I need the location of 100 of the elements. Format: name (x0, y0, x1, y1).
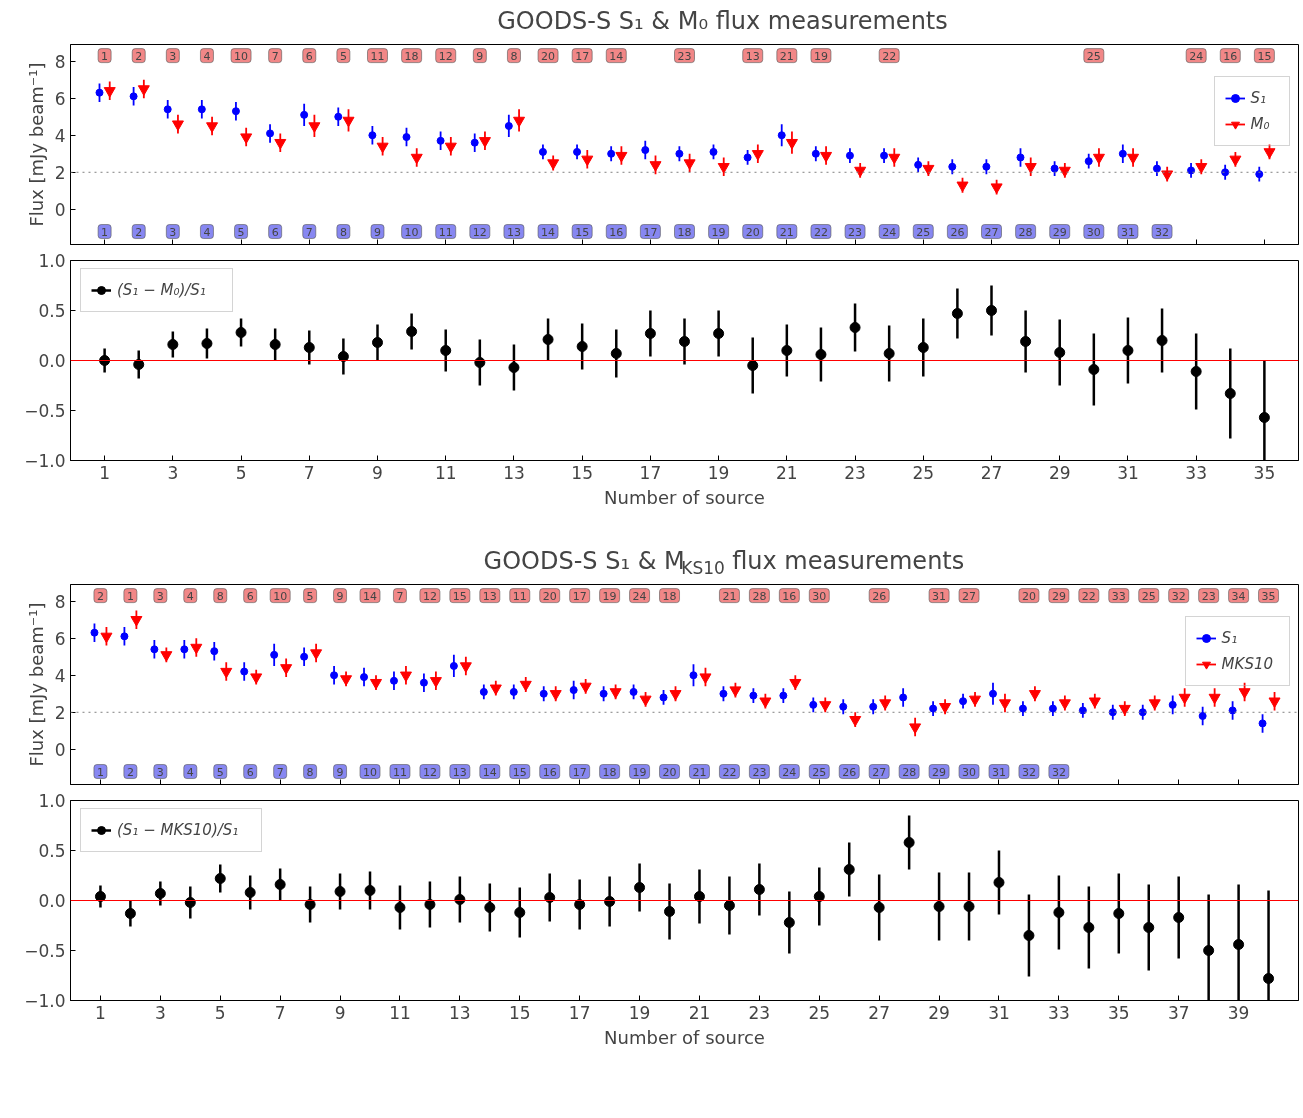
point (1118, 149, 1127, 158)
y-tick-label: 1.0 (38, 251, 66, 271)
x-tick-label: 3 (154, 1002, 166, 1023)
y-tick-label: −1.0 (24, 991, 66, 1011)
point (1152, 164, 1161, 173)
point (280, 664, 293, 675)
annotation: 14 (541, 225, 556, 239)
point (547, 159, 560, 170)
point (220, 667, 233, 679)
point (308, 122, 321, 133)
point (873, 902, 885, 913)
point (811, 149, 820, 158)
point (1228, 706, 1237, 715)
annotation: 5 (237, 225, 245, 239)
annotation: 15 (512, 765, 527, 779)
annotation: 4 (186, 589, 194, 603)
point (436, 136, 445, 145)
x-axis-title: Number of source (604, 1026, 765, 1048)
point (1028, 690, 1041, 701)
y-tick-label: 8 (54, 591, 66, 612)
annotation: 29 (932, 765, 947, 779)
point (201, 338, 213, 349)
point (649, 161, 662, 172)
annotation: 12 (438, 49, 453, 63)
point (785, 138, 798, 150)
point (1221, 168, 1230, 177)
x-tick-label: 9 (372, 462, 383, 483)
annotation: 3 (169, 225, 177, 239)
annotation: 17 (572, 589, 587, 603)
annotation: 17 (572, 765, 587, 779)
point (304, 899, 316, 910)
annotation: 21 (779, 49, 794, 63)
point (340, 675, 353, 686)
point (839, 702, 848, 711)
x-tick-label: 5 (214, 1002, 226, 1023)
point (368, 131, 377, 140)
point (163, 105, 172, 114)
x-tick-label: 11 (389, 1002, 411, 1023)
point (459, 662, 472, 673)
annotation: 23 (677, 49, 692, 63)
point (1258, 719, 1267, 728)
annotation: 20 (745, 225, 760, 239)
point (240, 133, 253, 144)
x-tick-label: 23 (748, 1002, 771, 1023)
point (849, 322, 861, 333)
annotation: 15 (1257, 49, 1272, 63)
point (124, 908, 136, 919)
annotation: 24 (632, 589, 647, 603)
point (1263, 973, 1275, 984)
annotation: 7 (276, 765, 284, 779)
point (444, 142, 457, 154)
x-tick-label: 11 (434, 462, 457, 483)
point (729, 686, 742, 697)
point (389, 676, 398, 685)
point (376, 142, 389, 154)
annotation: 5 (216, 765, 224, 779)
annotation: 9 (374, 225, 381, 239)
y-tick-label: 2 (54, 702, 66, 723)
point (883, 348, 895, 359)
point (693, 891, 705, 902)
annotation: 19 (602, 589, 617, 603)
annotation: 8 (339, 225, 347, 239)
point (1127, 153, 1140, 165)
x-tick-label: 31 (988, 1002, 1010, 1023)
point (274, 879, 286, 890)
point (993, 877, 1005, 888)
point (959, 697, 968, 706)
point (244, 887, 256, 898)
point (419, 678, 428, 687)
x-tick-label: 17 (639, 462, 662, 483)
annotation: 12 (422, 765, 437, 779)
annotation: 25 (1141, 589, 1156, 603)
x-tick-label: 23 (844, 462, 866, 483)
x-tick-label: 25 (912, 462, 935, 483)
point (549, 690, 562, 701)
annotation: 17 (575, 49, 590, 63)
point (669, 690, 682, 701)
point (1233, 939, 1245, 950)
point (951, 308, 963, 319)
point (789, 678, 802, 690)
x-tick-label: 35 (1253, 462, 1276, 483)
x-tick-label: 21 (776, 462, 798, 483)
point (1113, 908, 1125, 919)
x-tick-label: 39 (1227, 1002, 1250, 1023)
point (689, 671, 698, 680)
annotation: 18 (662, 589, 677, 603)
point (610, 348, 622, 359)
annotation: 13 (482, 589, 497, 603)
y-tick-label: −1.0 (24, 451, 66, 471)
point (679, 336, 690, 347)
point (1023, 930, 1035, 941)
point (1138, 708, 1147, 717)
annotation: 3 (156, 765, 164, 779)
x-tick-label: 1 (95, 1002, 106, 1023)
annotation: 14 (482, 765, 497, 779)
point (1058, 699, 1071, 710)
point (160, 651, 173, 662)
annotation: 1 (101, 49, 109, 63)
point (723, 900, 735, 911)
point (659, 693, 668, 702)
